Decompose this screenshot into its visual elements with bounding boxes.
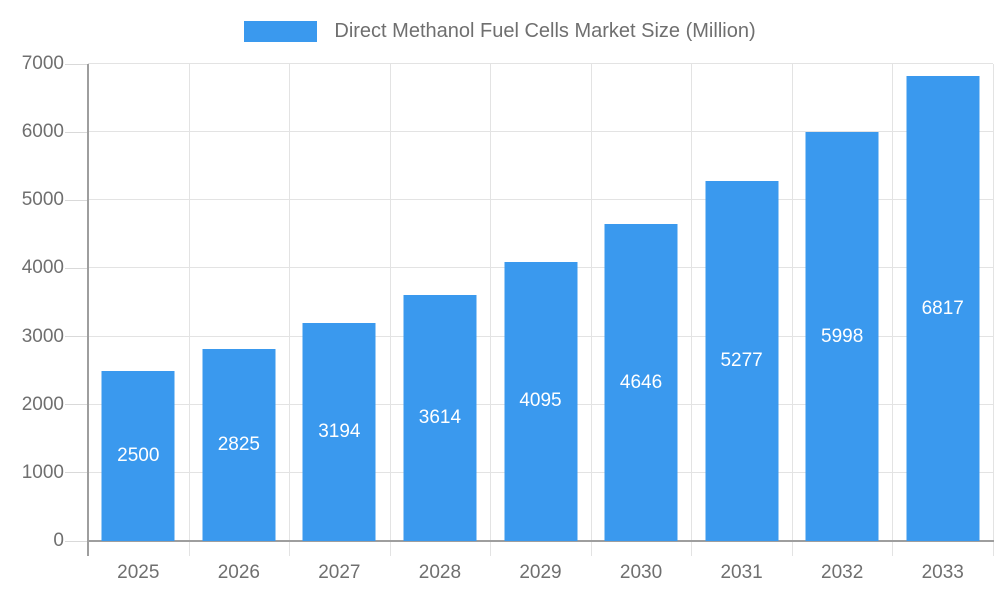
x-axis-label: 2032 <box>821 562 864 583</box>
legend: Direct Methanol Fuel Cells Market Size (… <box>0 16 1000 46</box>
x-axis-label: 2026 <box>217 562 260 583</box>
bar-value-label: 4646 <box>619 371 663 393</box>
gridline-vertical <box>188 64 190 556</box>
bar-value-label: 5998 <box>821 325 864 347</box>
y-axis-label: 3000 <box>21 325 64 347</box>
bar-2027[interactable]: 3194 <box>302 323 376 541</box>
bar-2025[interactable]: 2500 <box>101 370 175 541</box>
gridline-horizontal <box>88 63 993 64</box>
bar-2031[interactable]: 5277 <box>705 181 779 541</box>
plot-area: 0 1000 2000 3000 4000 5000 6000 7000 2025 2500 202… <box>22 53 994 583</box>
y-axis-label: 6000 <box>21 121 64 143</box>
y-axis-tick <box>65 199 87 201</box>
bar-value-label: 6817 <box>921 297 964 319</box>
y-axis-label: 5000 <box>21 189 64 211</box>
y-axis-label: 7000 <box>21 53 64 74</box>
y-axis-line <box>87 64 89 556</box>
x-axis-label: 2028 <box>418 562 462 583</box>
x-axis-label: 2030 <box>619 562 663 583</box>
gridline-vertical <box>289 64 291 556</box>
bar-value-label: 5277 <box>720 350 763 372</box>
gridline-vertical <box>993 64 994 556</box>
gridline-vertical <box>389 64 391 556</box>
y-axis-tick <box>65 540 87 542</box>
bar-2028[interactable]: 3614 <box>403 294 477 541</box>
bar-value-label: 3194 <box>318 421 361 443</box>
x-axis-label: 2027 <box>318 562 361 583</box>
y-axis-tick <box>65 336 87 338</box>
y-axis-label: 0 <box>53 530 64 551</box>
y-axis-label: 2000 <box>21 393 64 415</box>
legend-swatch <box>244 20 318 42</box>
bar-2030[interactable]: 4646 <box>604 224 678 541</box>
bar-2029[interactable]: 4095 <box>504 261 577 541</box>
y-axis-tick <box>65 404 87 406</box>
gridline-vertical <box>691 64 693 556</box>
y-axis-label: 4000 <box>21 257 64 279</box>
x-axis-label: 2025 <box>117 562 160 583</box>
bar-value-label: 3614 <box>418 406 462 428</box>
bar-value-label: 2825 <box>217 433 260 455</box>
gridline-vertical <box>490 64 492 556</box>
y-axis-tick <box>65 267 87 269</box>
gridline-vertical <box>590 64 592 556</box>
bar-2033[interactable]: 6817 <box>906 76 980 541</box>
bar-value-label: 2500 <box>117 444 160 466</box>
y-axis-tick <box>65 472 87 474</box>
chart-title: Direct Methanol Fuel Cells Market Size (… <box>334 19 756 42</box>
bar-2032[interactable]: 5998 <box>805 132 879 541</box>
gridline-vertical <box>791 64 793 556</box>
x-axis-line <box>87 540 994 542</box>
bar-2026[interactable]: 2825 <box>202 348 276 541</box>
bar-value-label: 4095 <box>519 390 562 412</box>
x-axis-label: 2029 <box>519 562 562 583</box>
gridline-horizontal <box>88 131 993 133</box>
y-axis-tick <box>65 63 87 65</box>
x-axis-label: 2031 <box>720 562 763 583</box>
y-axis-label: 1000 <box>21 461 64 483</box>
gridline-vertical <box>892 64 894 556</box>
legend-item[interactable]: Direct Methanol Fuel Cells Market Size (… <box>244 19 756 43</box>
x-axis-label: 2033 <box>921 562 964 583</box>
y-axis-tick <box>65 131 87 133</box>
gridline-horizontal <box>88 199 993 201</box>
